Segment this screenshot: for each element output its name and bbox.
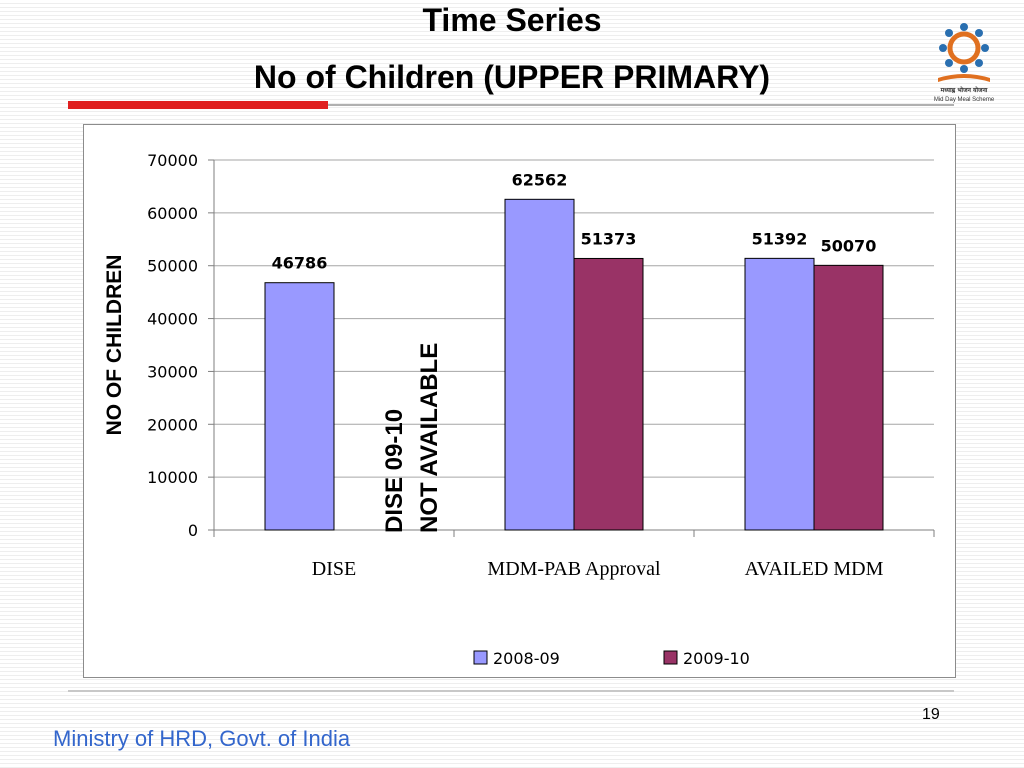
x-category-label: AVAILED MDM (745, 558, 884, 580)
bar (504, 198, 575, 531)
logo-english-text: Mid Day Meal Scheme (934, 97, 995, 103)
y-tick-label: 70000 (147, 151, 198, 170)
data-label: 46786 (272, 254, 328, 273)
x-category-label: MDM-PAB Approval (487, 558, 661, 580)
y-tick-label: 40000 (147, 310, 198, 329)
mid-day-meal-logo: मध्याह्न भोजन योजना Mid Day Meal Scheme (934, 23, 995, 103)
y-tick-label: 60000 (147, 204, 198, 223)
annotation-line2: NOT AVAILABLE (416, 343, 443, 533)
y-tick-label: 30000 (147, 362, 198, 381)
legend-swatch (663, 650, 678, 665)
page-number: 19 (922, 706, 940, 723)
legend-label: 2009-10 (683, 649, 750, 668)
bar (813, 264, 884, 531)
bar (744, 257, 815, 531)
data-label: 51373 (581, 229, 637, 248)
annotation-line1: DISE 09-10 (381, 409, 408, 533)
data-label: 50070 (821, 236, 877, 255)
legend-label: 2008-09 (493, 649, 560, 668)
y-axis-title: NO OF CHILDREN (103, 255, 126, 436)
data-label: 62562 (512, 170, 568, 189)
y-tick-label: 10000 (147, 468, 198, 487)
footer-rule (68, 690, 954, 692)
data-label: 51392 (752, 229, 808, 248)
footer-ministry-text: Ministry of HRD, Govt. of India (53, 726, 351, 751)
x-category-label: DISE (312, 558, 356, 580)
slide-title-line1: Time Series (422, 2, 602, 38)
y-tick-label: 50000 (147, 257, 198, 276)
bar (573, 257, 644, 531)
slide-title-line2: No of Children (UPPER PRIMARY) (253, 59, 771, 95)
bar (264, 282, 335, 531)
logo-ring-icon (939, 23, 989, 73)
chart-container: 0 10000 20000 30000 40000 50000 60000 70000 DISE… (83, 124, 956, 678)
legend-swatch (473, 650, 488, 665)
title-underline-accent (68, 101, 328, 109)
y-tick-label: 0 (188, 521, 198, 540)
bar-chart: 0 10000 20000 30000 40000 50000 60000 70000 DISE… (103, 151, 935, 668)
y-tick-label: 20000 (147, 415, 198, 434)
logo-hindi-text: मध्याह्न भोजन योजना (940, 86, 988, 94)
title-underline-rule (328, 104, 954, 106)
